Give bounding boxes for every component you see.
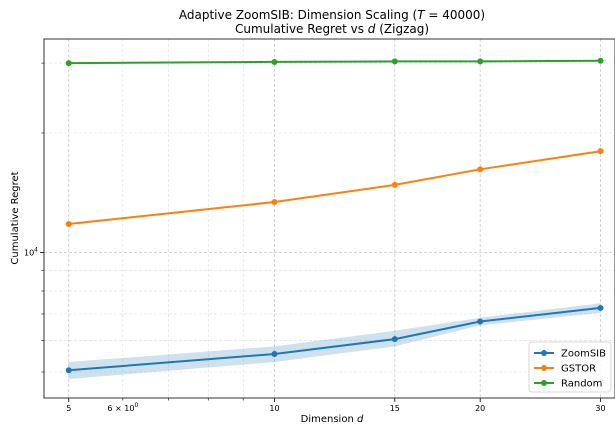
plot-frame (43, 38, 615, 399)
x-axis-ticks: 5 10 15 20 30 6 × 100 (66, 398, 606, 413)
random-point (271, 58, 278, 65)
x-tick-label: 10 (269, 404, 279, 413)
legend-marker-random (541, 380, 547, 386)
y-tick-label: 104 (24, 246, 38, 257)
legend-label-zoomsib: ZoomSIB (561, 349, 606, 360)
gstor-point (597, 148, 604, 155)
random-point (65, 60, 72, 67)
gstor-point (477, 166, 484, 173)
chart-title-line-1: Adaptive ZoomSIB: Dimension Scaling (T =… (179, 8, 485, 22)
chart-title: Adaptive ZoomSIB: Dimension Scaling (T =… (179, 8, 485, 36)
y-axis-label: Cumulative Regret (10, 171, 21, 264)
series-lines (68, 59, 601, 372)
x-tick-label: 30 (595, 404, 605, 413)
gstor-point (391, 181, 398, 188)
zoomsib-point (65, 367, 72, 374)
legend: ZoomSIB GSTOR Random (528, 341, 612, 393)
chart-title-line-2: Cumulative Regret vs d (Zigzag) (235, 22, 429, 36)
random-point (597, 57, 604, 64)
gstor-point (65, 220, 72, 227)
confidence-bands (68, 303, 601, 379)
legend-marker-gstor (541, 365, 547, 371)
zoomsib-point (477, 318, 484, 325)
legend-box (528, 341, 612, 393)
zoomsib-band (68, 303, 601, 379)
random-line (68, 59, 601, 65)
series-points (65, 57, 604, 374)
zoomsib-point (597, 304, 604, 311)
x-tick-label: 15 (390, 404, 400, 413)
zoomsib-point (391, 336, 398, 343)
legend-label-random: Random (561, 379, 602, 390)
random-point (477, 58, 484, 65)
x-minor-tick-label: 6 × 100 (107, 402, 138, 413)
y-axis-ticks: 104 (24, 62, 44, 373)
random-point (391, 58, 398, 65)
legend-marker-zoomsib (541, 350, 547, 356)
x-tick-label: 5 (66, 404, 71, 413)
x-tick-label: 20 (475, 404, 485, 413)
gstor-point (271, 199, 278, 206)
zoomsib-point (271, 351, 278, 358)
legend-label-gstor: GSTOR (561, 364, 596, 375)
gstor-line (68, 150, 601, 225)
x-axis-label: Dimension d (301, 414, 364, 425)
